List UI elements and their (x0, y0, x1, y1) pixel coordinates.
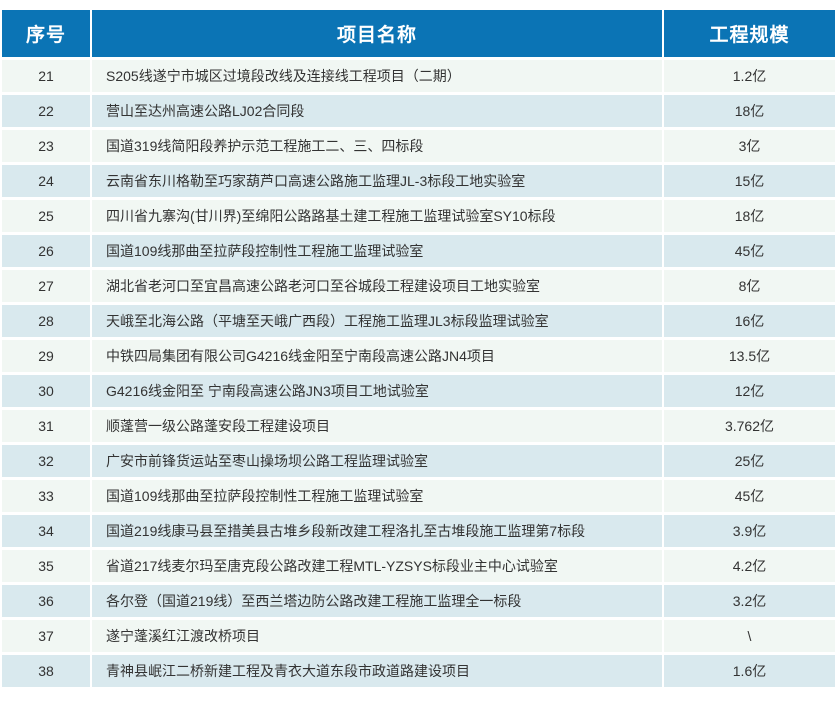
project-scale-cell: 3亿 (664, 130, 835, 162)
project-name-cell: 顺蓬营一级公路蓬安段工程建设项目 (92, 410, 662, 442)
serial-number-cell: 23 (2, 130, 90, 162)
serial-number-cell: 32 (2, 445, 90, 477)
project-name-cell: 广安市前锋货运站至枣山操场坝公路工程监理试验室 (92, 445, 662, 477)
project-scale-cell: 12亿 (664, 375, 835, 407)
serial-number-cell: 29 (2, 340, 90, 372)
serial-number-cell: 34 (2, 515, 90, 547)
table-row: 25 四川省九寨沟(甘川界)至绵阳公路路基土建工程施工监理试验室SY10标段 1… (2, 200, 835, 232)
column-header-project-name: 项目名称 (92, 10, 662, 57)
table-row: 32 广安市前锋货运站至枣山操场坝公路工程监理试验室 25亿 (2, 445, 835, 477)
project-name-cell: 国道319线简阳段养护示范工程施工二、三、四标段 (92, 130, 662, 162)
project-name-cell: 营山至达州高速公路LJ02合同段 (92, 95, 662, 127)
project-name-cell: 各尔登（国道219线）至西兰塔边防公路改建工程施工监理全一标段 (92, 585, 662, 617)
project-name-cell: 遂宁蓬溪红江渡改桥项目 (92, 620, 662, 652)
project-name-cell: 中铁四局集团有限公司G4216线金阳至宁南段高速公路JN4项目 (92, 340, 662, 372)
project-name-cell: G4216线金阳至 宁南段高速公路JN3项目工地试验室 (92, 375, 662, 407)
table-row: 34 国道219线康马县至措美县古堆乡段新改建工程洛扎至古堆段施工监理第7标段 … (2, 515, 835, 547)
project-scale-cell: 25亿 (664, 445, 835, 477)
project-scale-cell: 18亿 (664, 95, 835, 127)
column-header-serial: 序号 (2, 10, 90, 57)
serial-number-cell: 26 (2, 235, 90, 267)
project-scale-cell: 45亿 (664, 235, 835, 267)
serial-number-cell: 35 (2, 550, 90, 582)
serial-number-cell: 31 (2, 410, 90, 442)
project-name-cell: 国道109线那曲至拉萨段控制性工程施工监理试验室 (92, 235, 662, 267)
serial-number-cell: 33 (2, 480, 90, 512)
table-row: 27 湖北省老河口至宜昌高速公路老河口至谷城段工程建设项目工地实验室 8亿 (2, 270, 835, 302)
table-header-row: 序号 项目名称 工程规模 (2, 10, 835, 57)
table-row: 37 遂宁蓬溪红江渡改桥项目 \ (2, 620, 835, 652)
project-scale-cell: 3.762亿 (664, 410, 835, 442)
table-row: 33 国道109线那曲至拉萨段控制性工程施工监理试验室 45亿 (2, 480, 835, 512)
serial-number-cell: 30 (2, 375, 90, 407)
project-scale-cell: 3.2亿 (664, 585, 835, 617)
serial-number-cell: 21 (2, 60, 90, 92)
table-row: 28 天峨至北海公路（平塘至天峨广西段）工程施工监理JL3标段监理试验室 16亿 (2, 305, 835, 337)
project-name-cell: S205线遂宁市城区过境段改线及连接线工程项目（二期） (92, 60, 662, 92)
project-scale-cell: 45亿 (664, 480, 835, 512)
project-scale-cell: 1.6亿 (664, 655, 835, 687)
project-scale-cell: 3.9亿 (664, 515, 835, 547)
column-header-project-scale: 工程规模 (664, 10, 835, 57)
table-row: 36 各尔登（国道219线）至西兰塔边防公路改建工程施工监理全一标段 3.2亿 (2, 585, 835, 617)
project-name-cell: 天峨至北海公路（平塘至天峨广西段）工程施工监理JL3标段监理试验室 (92, 305, 662, 337)
project-scale-cell: 16亿 (664, 305, 835, 337)
table-row: 31 顺蓬营一级公路蓬安段工程建设项目 3.762亿 (2, 410, 835, 442)
project-scale-cell: 8亿 (664, 270, 835, 302)
table-row: 30 G4216线金阳至 宁南段高速公路JN3项目工地试验室 12亿 (2, 375, 835, 407)
project-name-cell: 国道219线康马县至措美县古堆乡段新改建工程洛扎至古堆段施工监理第7标段 (92, 515, 662, 547)
table-row: 21 S205线遂宁市城区过境段改线及连接线工程项目（二期） 1.2亿 (2, 60, 835, 92)
project-scale-cell: 4.2亿 (664, 550, 835, 582)
project-scale-cell: 13.5亿 (664, 340, 835, 372)
table-row: 23 国道319线简阳段养护示范工程施工二、三、四标段 3亿 (2, 130, 835, 162)
project-scale-cell: 15亿 (664, 165, 835, 197)
project-name-cell: 国道109线那曲至拉萨段控制性工程施工监理试验室 (92, 480, 662, 512)
project-scale-cell: 18亿 (664, 200, 835, 232)
table-row: 38 青神县岷江二桥新建工程及青衣大道东段市政道路建设项目 1.6亿 (2, 655, 835, 687)
serial-number-cell: 37 (2, 620, 90, 652)
project-scale-cell: \ (664, 620, 835, 652)
project-name-cell: 湖北省老河口至宜昌高速公路老河口至谷城段工程建设项目工地实验室 (92, 270, 662, 302)
table-row: 22 营山至达州高速公路LJ02合同段 18亿 (2, 95, 835, 127)
project-name-cell: 省道217线麦尔玛至唐克段公路改建工程MTL-YZSYS标段业主中心试验室 (92, 550, 662, 582)
serial-number-cell: 28 (2, 305, 90, 337)
projects-table: 序号 项目名称 工程规模 21 S205线遂宁市城区过境段改线及连接线工程项目（… (0, 7, 837, 690)
project-name-cell: 青神县岷江二桥新建工程及青衣大道东段市政道路建设项目 (92, 655, 662, 687)
project-scale-cell: 1.2亿 (664, 60, 835, 92)
project-name-cell: 四川省九寨沟(甘川界)至绵阳公路路基土建工程施工监理试验室SY10标段 (92, 200, 662, 232)
serial-number-cell: 24 (2, 165, 90, 197)
serial-number-cell: 25 (2, 200, 90, 232)
serial-number-cell: 27 (2, 270, 90, 302)
project-name-cell: 云南省东川格勒至巧家葫芦口高速公路施工监理JL-3标段工地实验室 (92, 165, 662, 197)
table-row: 26 国道109线那曲至拉萨段控制性工程施工监理试验室 45亿 (2, 235, 835, 267)
table-row: 29 中铁四局集团有限公司G4216线金阳至宁南段高速公路JN4项目 13.5亿 (2, 340, 835, 372)
serial-number-cell: 36 (2, 585, 90, 617)
table-row: 35 省道217线麦尔玛至唐克段公路改建工程MTL-YZSYS标段业主中心试验室… (2, 550, 835, 582)
table-row: 24 云南省东川格勒至巧家葫芦口高速公路施工监理JL-3标段工地实验室 15亿 (2, 165, 835, 197)
serial-number-cell: 38 (2, 655, 90, 687)
serial-number-cell: 22 (2, 95, 90, 127)
table-body: 21 S205线遂宁市城区过境段改线及连接线工程项目（二期） 1.2亿 22 营… (2, 60, 835, 687)
